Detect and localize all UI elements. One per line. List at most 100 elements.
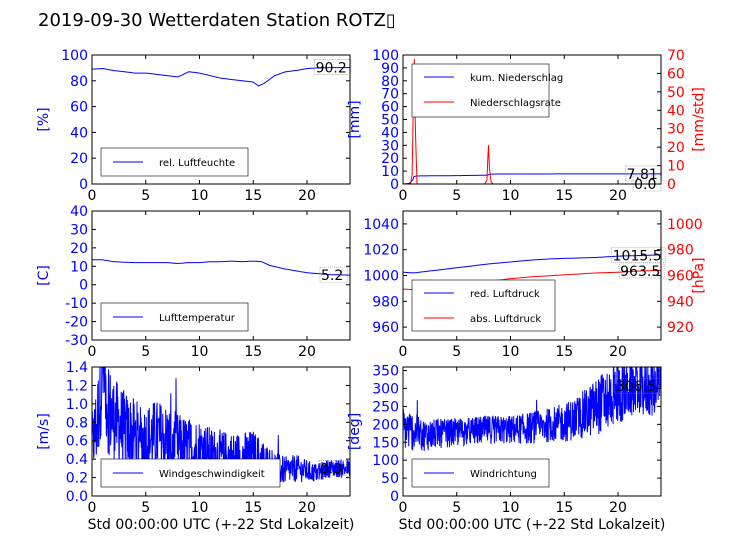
legend-entry: Niederschlagsrate <box>470 98 561 109</box>
x-tick-label: 15 <box>555 188 573 204</box>
legend-box <box>411 63 550 118</box>
value-annotation: 1015.5 <box>613 249 662 265</box>
y-axis-label: [mm] <box>347 100 363 138</box>
x-tick-label: 20 <box>609 344 627 360</box>
x-tick-label: 10 <box>191 344 209 360</box>
annotation-box <box>632 175 662 192</box>
y-tick-label: 50 <box>381 113 399 129</box>
panel-pressure: 0 5 10 15 20 960 980 1000 1020 1040 920 940 960 980 10… <box>363 210 707 360</box>
y2-tick-label: 940 <box>667 294 694 310</box>
y-tick-label: 50 <box>381 471 399 487</box>
y-axis-label: [%] <box>36 107 52 131</box>
plot-frame <box>402 366 662 497</box>
legend-entry: Lufttemperatur <box>159 313 236 324</box>
y-tick-label: 60 <box>70 100 88 116</box>
y-tick-label: 200 <box>372 417 399 433</box>
x-tick-label: 15 <box>244 188 262 204</box>
x-tick-label: 5 <box>141 500 150 516</box>
y2-tick-label: 920 <box>667 320 694 336</box>
y-tick-label: 10 <box>70 259 88 275</box>
y-tick-label: 0.6 <box>66 434 88 450</box>
annotation-box <box>611 247 666 263</box>
x-tick-label: 15 <box>555 500 573 516</box>
y-tick-label: -10 <box>65 296 88 312</box>
legend-entry: abs. Luftdruck <box>470 314 541 325</box>
y-tick-label: 1.4 <box>66 360 88 376</box>
panel-temperature: 0 5 10 15 20 -30 -20 -10 0 10 20 30 40 [C] Lufttempera… <box>36 204 351 360</box>
y2-axis-label: [hPa] <box>691 257 707 293</box>
x-tick-label: 0 <box>399 188 408 204</box>
y-tick-label: 40 <box>70 125 88 141</box>
y2-tick-label: 1000 <box>667 217 703 233</box>
y-tick-label: -20 <box>65 315 88 331</box>
x-tick-label: 10 <box>502 344 520 360</box>
y-tick-label: 0.4 <box>66 452 88 468</box>
x-tick-label: 0 <box>88 500 97 516</box>
y-axis-label: [m/s] <box>36 413 52 450</box>
y-tick-label: 90 <box>381 61 399 77</box>
x-tick-label: 15 <box>244 344 262 360</box>
y2-tick-label: 30 <box>667 122 685 138</box>
plot-frame <box>91 366 351 497</box>
x-tick-label: 5 <box>141 344 150 360</box>
x-tick-label: 0 <box>88 188 97 204</box>
x-tick-label: 5 <box>452 500 461 516</box>
panel-humidity: 0 5 10 15 20 0 20 40 60 80 100 [%] rel. Luftfeuchte 9… <box>36 48 352 204</box>
legend: red. Luftdruck abs. Luftdruck <box>411 279 556 332</box>
y-tick-label: 1.0 <box>66 397 88 413</box>
x-tick-label: 0 <box>399 500 408 516</box>
y-tick-label: 100 <box>61 48 88 64</box>
value-annotation: 0.3 <box>320 461 342 477</box>
x-tick-label: 5 <box>452 344 461 360</box>
value-annotation: 0.0 <box>634 177 656 193</box>
plot-frame <box>91 54 351 185</box>
panel-precipitation: 0 5 10 15 2001020304050607080901000102030405… <box>347 48 707 204</box>
y-tick-label: 1020 <box>363 243 399 259</box>
y2-tick-label: 70 <box>667 48 685 64</box>
y2-tick-label: 40 <box>667 103 685 119</box>
value-annotation: 963.5 <box>620 264 660 280</box>
series-line-rel-luftfeuchte <box>92 67 350 87</box>
x-tick-label: 20 <box>609 188 627 204</box>
annotation-box <box>319 266 349 283</box>
annotation-box <box>314 59 352 75</box>
x-tick-label: 20 <box>298 500 316 516</box>
x-tick-label: 0 <box>399 344 408 360</box>
y-tick-label: 30 <box>381 138 399 154</box>
y-tick-label: 10 <box>381 164 399 180</box>
series-line-lufttemperatur <box>92 259 350 276</box>
y-tick-label: 100 <box>372 453 399 469</box>
value-annotation: 90.2 <box>316 61 347 77</box>
y-tick-label: 1040 <box>363 217 399 233</box>
y-tick-label: 100 <box>372 48 399 64</box>
y2-tick-label: 50 <box>667 85 685 101</box>
series-line-windrichtung <box>403 367 661 452</box>
y-tick-label: 250 <box>372 399 399 415</box>
y-tick-label: 0.0 <box>66 489 88 505</box>
annotation-box <box>318 460 347 476</box>
y-tick-label: 1.2 <box>66 378 88 394</box>
value-annotation: 5.2 <box>321 268 343 284</box>
legend-entry: Windgeschwindigkeit <box>159 469 265 480</box>
y-tick-label: 0.2 <box>66 471 88 487</box>
annotation-box <box>625 165 663 182</box>
y-tick-label: 70 <box>381 87 399 103</box>
series-line-kum-niederschlag <box>403 173 661 184</box>
x-tick-label: 10 <box>191 188 209 204</box>
plot-frame <box>91 210 351 341</box>
chart-title: 2019-09-30 Wetterdaten Station ROTZ▯ <box>38 10 396 31</box>
y-tick-label: 980 <box>372 294 399 310</box>
y2-tick-label: 0 <box>667 177 676 193</box>
legend: Lufttemperatur <box>100 302 249 332</box>
legend-entry: rel. Luftfeuchte <box>159 158 235 169</box>
x-tick-label: 10 <box>502 500 520 516</box>
y-tick-label: 60 <box>381 100 399 116</box>
panel-windspeed: 0 5 10 15 20 0.0 0.2 0.4 0.6 0.8 1.0 1.2 1.4 [m/s] Std… <box>36 360 354 533</box>
y-tick-label: 20 <box>70 241 88 257</box>
y-tick-label: -30 <box>65 333 88 349</box>
value-annotation: 306.5 <box>616 379 656 395</box>
y-tick-label: 0.8 <box>66 415 88 431</box>
